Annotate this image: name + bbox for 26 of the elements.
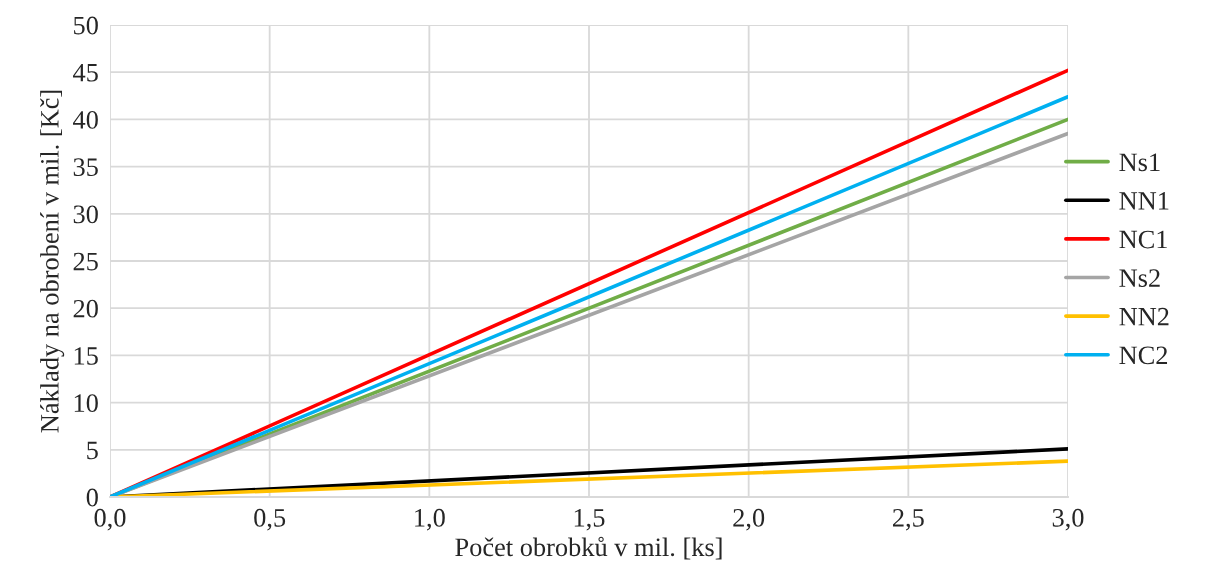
y-tick-label: 0	[86, 488, 98, 507]
legend-label: NN2	[1119, 307, 1169, 326]
x-axis-title: Počet obrobků v mil. [ks]	[455, 536, 722, 560]
x-tick-label: 3,0	[1052, 508, 1084, 531]
x-tick-label: 1,5	[574, 509, 605, 531]
y-tick-label: 30	[73, 205, 98, 224]
legend-label: NN1	[1119, 192, 1169, 210]
y-tick-label: 35	[73, 158, 98, 177]
legend-label: Ns1	[1119, 153, 1160, 172]
legend-label: NC1	[1119, 230, 1167, 249]
y-tick-label: 40	[73, 111, 98, 129]
x-tick-label: 2,5	[893, 508, 924, 531]
x-tick-label: 0,0	[94, 508, 126, 531]
x-tick-label: 1,0	[415, 508, 445, 531]
x-tick-label: 2,0	[733, 508, 765, 531]
x-tick-label: 0,5	[254, 508, 286, 531]
y-tick-label: 25	[73, 252, 98, 271]
y-tick-label: 45	[73, 63, 98, 82]
y-tick-label: 5	[87, 441, 98, 460]
y-tick-label: 50	[74, 16, 98, 35]
y-axis-title: Náklady na obrobení v mil. [Kč]	[40, 90, 65, 433]
y-tick-label: 10	[74, 394, 98, 413]
legend-label: Ns2	[1119, 269, 1160, 287]
y-tick-label: 20	[73, 299, 98, 318]
y-tick-label: 15	[74, 347, 98, 365]
legend-label: NC2	[1119, 346, 1168, 365]
